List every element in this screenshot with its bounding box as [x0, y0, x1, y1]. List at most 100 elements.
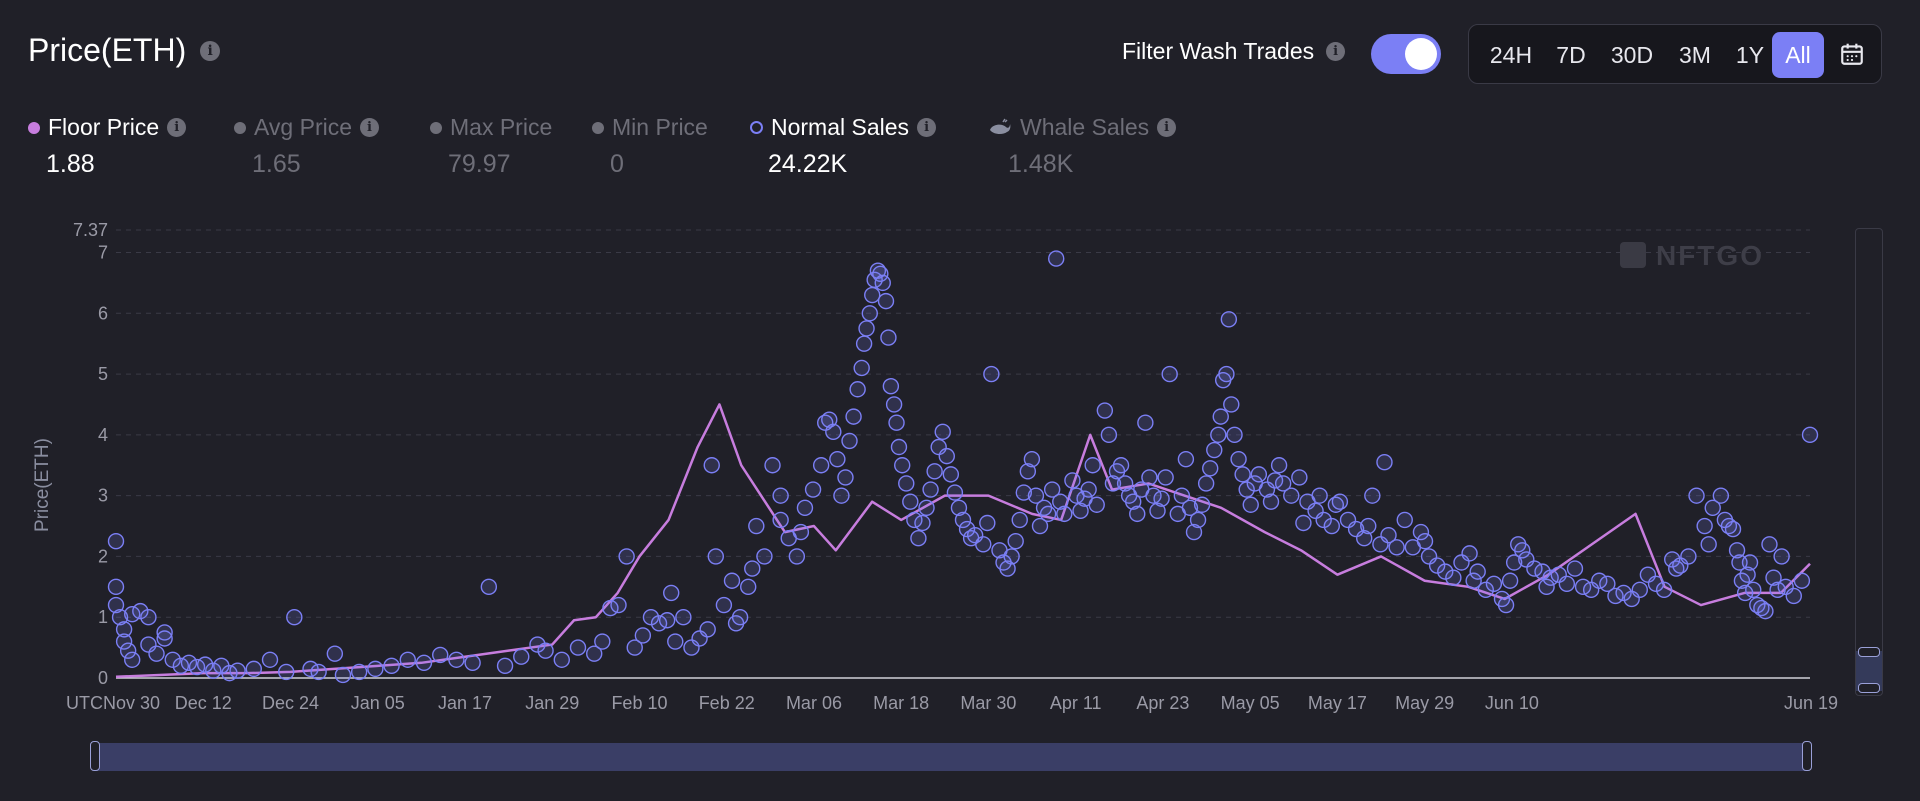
- normal-sale-point: [1327, 496, 1345, 513]
- normal-sale-point: [1193, 496, 1211, 513]
- normal-sale-point: [278, 663, 295, 681]
- normal-sale-point: [1741, 554, 1759, 571]
- legend-dot: [750, 121, 763, 134]
- normal-sale-point: [946, 484, 964, 501]
- normal-sale-point: [825, 423, 842, 441]
- horizontal-zoom-selection[interactable]: [90, 741, 1812, 771]
- range-button-3m[interactable]: 3M: [1679, 42, 1711, 68]
- normal-sale-point: [837, 469, 854, 486]
- range-button-30d[interactable]: 30D: [1610, 42, 1654, 68]
- normal-sale-point: [1745, 581, 1762, 599]
- normal-sale-point: [1185, 523, 1203, 541]
- normal-sale-point: [132, 602, 149, 620]
- info-icon[interactable]: i: [167, 118, 187, 137]
- normal-sale-point: [922, 481, 939, 498]
- vertical-zoom-track[interactable]: [1855, 228, 1883, 696]
- normal-sale-point: [812, 457, 830, 474]
- legend-dot: [234, 121, 246, 134]
- normal-sale-point: [1068, 487, 1085, 504]
- vertical-zoom-handle-top[interactable]: [1858, 647, 1880, 657]
- normal-sale-point: [1003, 548, 1020, 565]
- normal-sale-point: [1680, 548, 1697, 565]
- x-tick-label: Dec 12: [175, 693, 232, 713]
- normal-sale-point: [683, 639, 700, 656]
- normal-sale-point: [894, 457, 911, 474]
- filter-wash-trades-toggle[interactable]: [1371, 34, 1441, 74]
- range-button-all[interactable]: All: [1772, 32, 1824, 78]
- normal-sale-point: [954, 511, 972, 529]
- legend-label: Floor Price: [48, 114, 160, 140]
- normal-sale-point: [196, 656, 214, 673]
- y-tick-label: 5: [98, 364, 108, 384]
- normal-sale-point: [399, 651, 416, 668]
- normal-sales-value: 24.22K: [768, 150, 848, 178]
- normal-sale-point: [1753, 599, 1770, 617]
- normal-sale-point: [849, 381, 866, 398]
- normal-sale-point: [1700, 536, 1717, 553]
- info-icon[interactable]: i: [1157, 118, 1177, 137]
- x-axis: UTCNov 30 Dec 12 Dec 24 Jan 05 Jan 17 Jan 29 F…: [66, 677, 1838, 713]
- info-icon[interactable]: i: [917, 118, 937, 137]
- normal-sale-point: [1655, 581, 1673, 599]
- normal-sale-point: [841, 432, 858, 450]
- normal-sale-point: [1220, 311, 1238, 328]
- legend-label: Whale Sales: [1020, 114, 1150, 140]
- normal-sale-point: [853, 359, 870, 377]
- normal-sale-point: [1591, 572, 1608, 589]
- normal-sale-point: [1177, 450, 1195, 468]
- normal-sale-point: [861, 305, 878, 322]
- range-button-1y[interactable]: 1Y: [1735, 42, 1765, 68]
- normal-sale-point: [1437, 563, 1454, 580]
- x-tick-label: Mar 18: [873, 693, 929, 713]
- legend-normal-sales[interactable]: Normal Sales i: [750, 114, 937, 141]
- calendar-icon[interactable]: [1839, 41, 1865, 67]
- legend-floor-price[interactable]: Floor Price i: [28, 114, 187, 141]
- legend-max-price[interactable]: Max Price: [430, 114, 552, 141]
- normal-sale-point: [1323, 517, 1340, 535]
- vertical-zoom-handle-bottom[interactable]: [1858, 683, 1880, 693]
- normal-sale-point: [885, 396, 903, 413]
- normal-sale-point: [1120, 487, 1138, 504]
- normal-sale-point: [1360, 517, 1377, 535]
- legend-whale-sales[interactable]: Whale Sales i: [988, 114, 1177, 141]
- normal-sale-point: [938, 447, 955, 465]
- normal-sale-point: [1035, 499, 1053, 516]
- normal-sale-point: [1501, 572, 1519, 589]
- normal-sale-point: [1052, 493, 1069, 510]
- normal-sale-point: [1749, 596, 1766, 614]
- y-tick-label: 3: [98, 486, 108, 506]
- x-tick-label: Jan 29: [525, 693, 579, 713]
- normal-sale-point: [703, 457, 720, 474]
- normal-sale-point: [1769, 581, 1786, 599]
- normal-sale-point: [245, 660, 262, 678]
- info-icon[interactable]: i: [1326, 42, 1346, 61]
- normal-sale-point: [448, 651, 465, 668]
- normal-sale-point: [124, 651, 141, 668]
- normal-sale-point: [756, 548, 773, 565]
- normal-sale-point: [164, 651, 181, 668]
- normal-sale-point: [1218, 365, 1235, 383]
- range-button-7d[interactable]: 7D: [1556, 42, 1586, 68]
- range-button-24h[interactable]: 24H: [1489, 42, 1533, 68]
- normal-sale-point: [610, 596, 627, 614]
- normal-sale-point: [1668, 560, 1685, 577]
- normal-sale-point: [707, 548, 724, 565]
- x-tick-label: Apr 23: [1136, 693, 1189, 713]
- horizontal-zoom-handle-left[interactable]: [90, 741, 100, 771]
- normal-sale-point: [1739, 566, 1756, 583]
- normal-sale-point: [553, 651, 570, 668]
- horizontal-zoom-handle-right[interactable]: [1802, 741, 1812, 771]
- normal-sale-point: [1712, 487, 1730, 504]
- x-tick-label: Dec 24: [262, 693, 319, 713]
- normal-sale-point: [1072, 502, 1089, 520]
- info-icon[interactable]: i: [200, 40, 221, 61]
- info-icon[interactable]: i: [360, 118, 380, 137]
- normal-sale-point: [1031, 517, 1049, 535]
- normal-sale-point: [111, 609, 129, 626]
- normal-sale-point: [748, 517, 765, 535]
- legend-min-price[interactable]: Min Price: [592, 114, 708, 141]
- normal-sale-point: [1206, 441, 1223, 459]
- normal-sale-point: [634, 627, 652, 644]
- legend-avg-price[interactable]: Avg Price i: [234, 114, 380, 141]
- normal-sale-point: [1505, 554, 1523, 571]
